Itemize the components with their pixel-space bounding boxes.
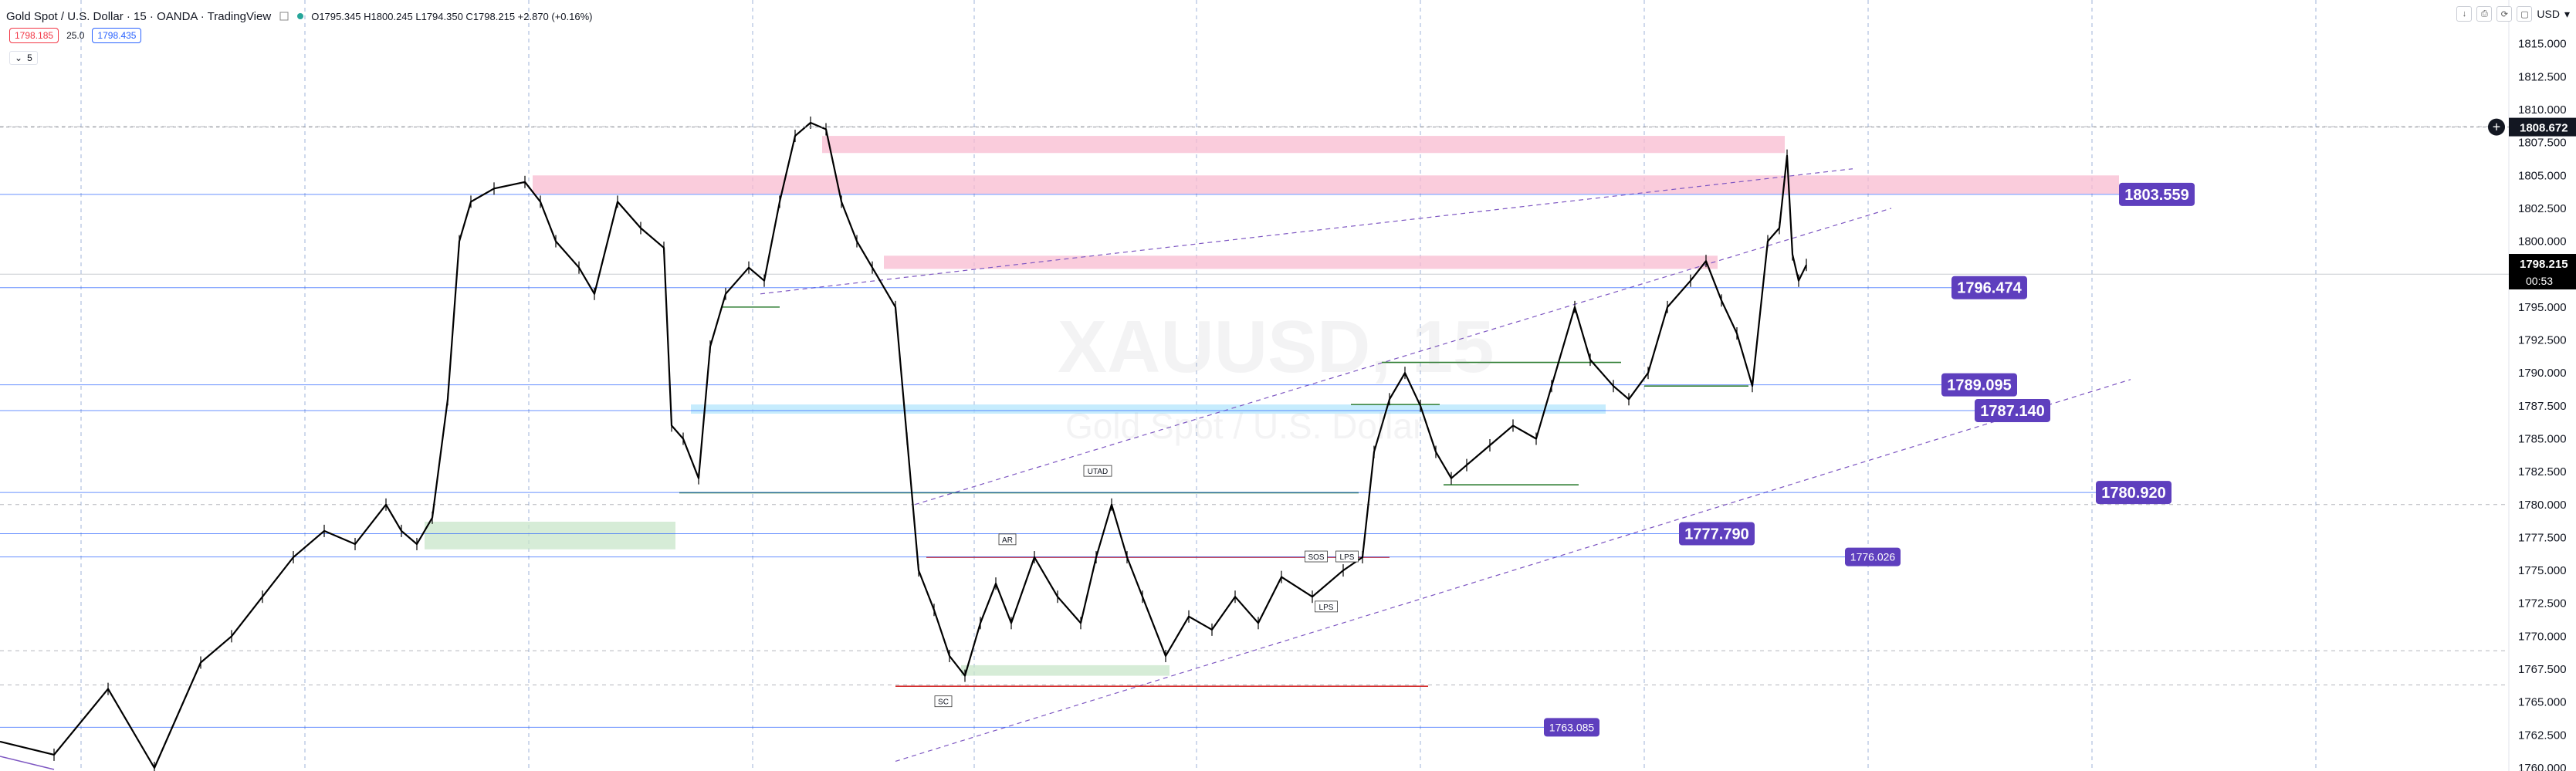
axis-tick-label: 1815.000 (2518, 38, 2567, 51)
wyckoff-label[interactable]: SC (938, 698, 949, 707)
refresh-icon[interactable]: ⟳ (2496, 6, 2513, 22)
price-level-label-bg[interactable] (1679, 522, 1755, 546)
wyckoff-label-box[interactable] (998, 533, 1017, 546)
symbol-watermark: XAUUSD, 15 (1058, 306, 1494, 388)
supply-zone-mid[interactable] (884, 255, 1718, 269)
axis-tick-label: 1802.500 (2518, 202, 2567, 215)
price-level-label-bg[interactable] (1544, 718, 1599, 737)
axis-tick-label: 1785.000 (2518, 432, 2567, 445)
axis-tick-label: 1787.500 (2518, 400, 2567, 413)
axis-tick-label: 1765.000 (2518, 696, 2567, 709)
current-price-label: 1798.215 (2520, 258, 2568, 271)
axis-tick-label: 1762.500 (2518, 729, 2567, 742)
demand-zone-bottom[interactable] (961, 664, 1170, 676)
price-level-label-bg[interactable] (1941, 373, 2017, 397)
plus-circle-icon[interactable] (2488, 118, 2505, 136)
countdown-label: 00:53 (2526, 275, 2553, 287)
price-level-label[interactable]: 1789.095 (1947, 377, 2011, 394)
plus-icon[interactable]: + (2493, 120, 2501, 135)
trend-line-bottom-left[interactable] (0, 756, 55, 770)
indicator-count: 5 (27, 52, 32, 63)
indicator-toggle[interactable]: ⌄ 5 (9, 51, 38, 65)
sell-button[interactable]: 1798.185 (9, 28, 59, 43)
axis-tick-label: 1775.000 (2518, 564, 2567, 577)
price-level-label[interactable]: 1803.559 (2124, 187, 2188, 204)
wyckoff-label[interactable]: LPS (1319, 604, 1334, 612)
top-right-controls: ↓ ⎙ ⟳ ▢ USD ▾ (2456, 6, 2570, 22)
wyckoff-label[interactable]: SOS (1308, 553, 1324, 562)
current-price-label-bg (2509, 254, 2576, 290)
fullscreen-icon[interactable]: ▢ (2517, 6, 2533, 22)
wyckoff-label[interactable]: AR (1002, 536, 1013, 545)
axis-tick-label: 1805.000 (2518, 169, 2567, 182)
price-level-label-bg[interactable] (1975, 398, 2050, 422)
currency-chevron-icon: ▾ (2564, 7, 2570, 20)
symbol-title[interactable]: Gold Spot / U.S. Dollar · 15 · OANDA · T… (6, 9, 272, 23)
axis-tick-label: 1767.500 (2518, 663, 2567, 676)
axis-tick-label: 1760.000 (2518, 762, 2567, 771)
axis-tick-label: 1795.000 (2518, 301, 2567, 314)
crosshair-label-bg (2509, 117, 2576, 137)
spread-value: 25.0 (66, 30, 85, 41)
wyckoff-label-box[interactable] (1315, 600, 1338, 613)
price-level-label-bg[interactable] (1951, 276, 2027, 299)
trade-buttons: 1798.185 25.0 1798.435 (9, 28, 142, 43)
price-level-label-bg[interactable] (2096, 481, 2171, 505)
trend-channel-line[interactable] (914, 208, 1892, 506)
trend-channel-line[interactable] (895, 379, 2131, 763)
axis-tick-label: 1810.000 (2518, 103, 2567, 117)
buy-button[interactable]: 1798.435 (92, 28, 142, 43)
axis-tick-label: 1782.500 (2518, 465, 2567, 478)
price-level-label[interactable]: 1780.920 (2101, 485, 2165, 502)
chevron-down-icon: ⌄ (15, 52, 23, 63)
supply-zone-top[interactable] (822, 136, 1785, 154)
demand-zone-left[interactable] (425, 521, 675, 550)
price-level-label[interactable]: 1763.085 (1549, 721, 1595, 733)
axis-tick-label: 1780.000 (2518, 499, 2567, 512)
axis-tick-label: 1790.000 (2518, 367, 2567, 380)
price-level-label[interactable]: 1776.026 (1850, 551, 1896, 563)
price-level-label[interactable]: 1777.790 (1684, 526, 1748, 543)
crosshair-price-label: 1808.672 (2520, 122, 2568, 135)
wyckoff-label-box[interactable] (934, 695, 953, 708)
wyckoff-label-box[interactable] (1335, 550, 1359, 563)
wyckoff-label-box[interactable] (1083, 465, 1112, 477)
axis-tick-label: 1807.500 (2518, 137, 2567, 150)
axis-tick-label: 1770.000 (2518, 630, 2567, 643)
arrow-down-icon[interactable]: ↓ (2456, 6, 2473, 22)
price-level-label-bg[interactable] (2119, 182, 2195, 206)
wyckoff-label[interactable]: LPS (1340, 553, 1355, 562)
currency-label[interactable]: USD (2537, 8, 2560, 20)
wyckoff-label[interactable]: UTAD (1088, 468, 1108, 476)
camera-icon[interactable]: ⎙ (2476, 6, 2493, 22)
chart-legend: Gold Spot / U.S. Dollar · 15 · OANDA · T… (6, 5, 593, 28)
supply-zone-main[interactable] (533, 175, 2119, 194)
price-level-label[interactable]: 1796.474 (1957, 280, 2022, 297)
price-series[interactable] (0, 121, 1807, 769)
market-open-icon (297, 13, 304, 19)
liquidity-zone[interactable] (691, 404, 1606, 414)
axis-tick-label: 1772.500 (2518, 597, 2567, 610)
price-level-label-bg[interactable] (1845, 547, 1901, 566)
description-watermark: Gold Spot / U.S. Dollar (1065, 406, 1425, 446)
axis-tick-label: 1792.500 (2518, 334, 2567, 347)
ohlc-values: O1795.345 H1800.245 L1794.350 C1798.215 … (311, 10, 593, 22)
price-level-label[interactable]: 1787.140 (1980, 403, 2044, 420)
axis-tick-label: 1777.500 (2518, 531, 2567, 544)
axis-tick-label: 1800.000 (2518, 235, 2567, 249)
wyckoff-label-box[interactable] (1305, 550, 1328, 563)
settings-icon[interactable] (279, 11, 289, 22)
axis-tick-label: 1812.500 (2518, 70, 2567, 83)
